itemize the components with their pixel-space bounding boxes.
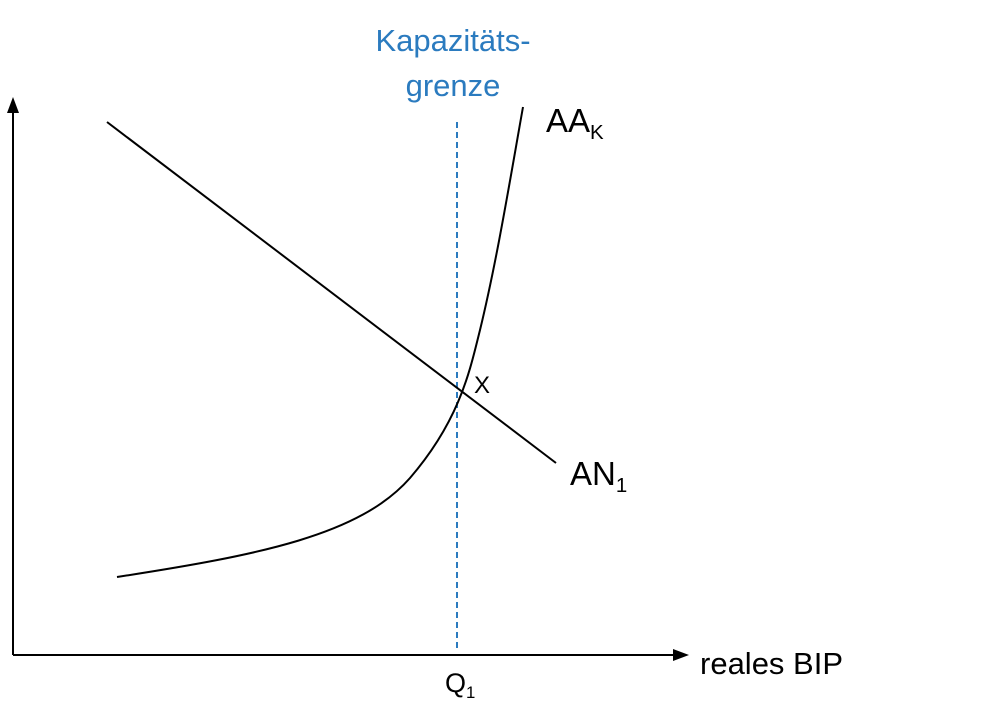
x-axis-arrowhead	[673, 649, 689, 661]
capacity-label-line2: grenze	[405, 68, 501, 103]
capacity-limit-label: Kapazitäts- grenze	[353, 18, 553, 108]
aggregate-demand-curve	[106, 121, 557, 464]
quantity-label-main: Q	[445, 668, 467, 698]
demand-curve-label-main: AN	[570, 455, 616, 492]
quantity-label-sub: 1	[466, 682, 476, 702]
x-axis-label: reales BIP	[700, 646, 844, 681]
demand-curve-label-sub: 1	[615, 474, 628, 498]
quantity-label: Q1	[445, 668, 475, 701]
aggregate-supply-curve	[116, 106, 524, 578]
intersection-label: X	[474, 372, 491, 399]
supply-curve-label-sub: K	[590, 121, 604, 145]
supply-curve-label: AAK	[546, 102, 604, 143]
supply-curve-label-main: AA	[546, 102, 591, 139]
y-axis-arrowhead	[7, 97, 19, 113]
demand-curve-label: AN1	[570, 455, 627, 496]
capacity-label-line1: Kapazitäts-	[375, 23, 531, 58]
